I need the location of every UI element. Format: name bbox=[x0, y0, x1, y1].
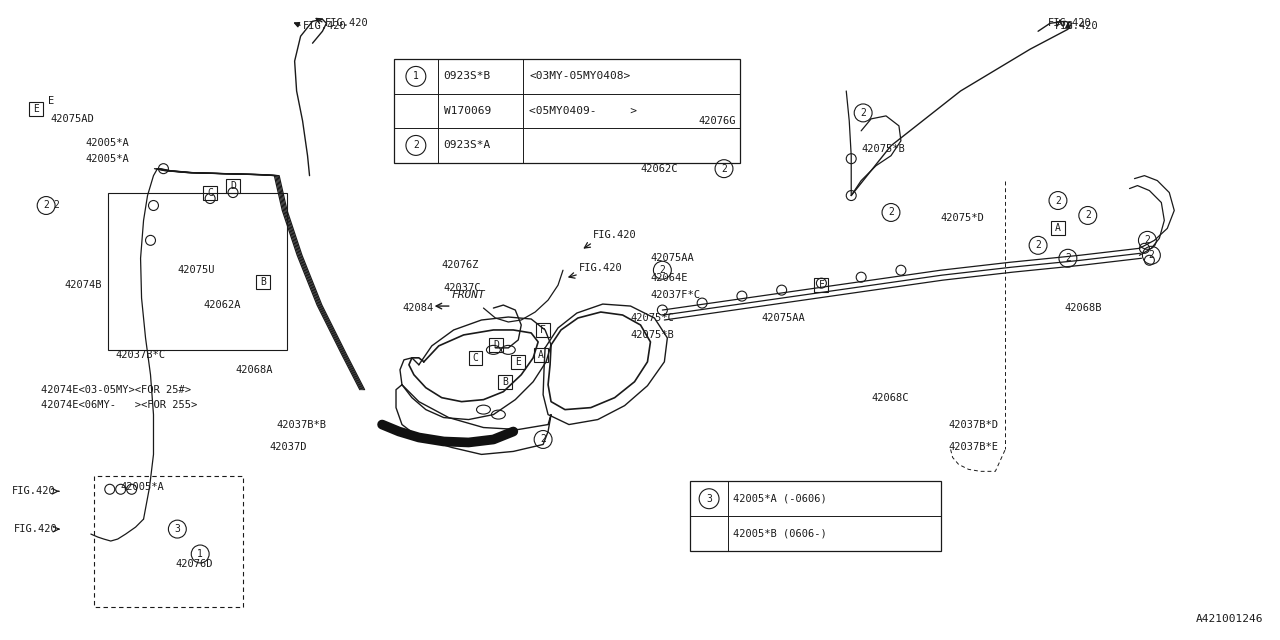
Text: 42075AA: 42075AA bbox=[762, 313, 805, 323]
Text: 1: 1 bbox=[197, 549, 204, 559]
Bar bbox=[536, 323, 550, 337]
Text: C: C bbox=[207, 188, 212, 198]
Text: D: D bbox=[230, 180, 236, 191]
Text: 2: 2 bbox=[1065, 253, 1071, 263]
Text: 2: 2 bbox=[1036, 241, 1041, 250]
Text: 42062A: 42062A bbox=[204, 300, 241, 310]
Text: 42037F*C: 42037F*C bbox=[650, 290, 700, 300]
Text: 42076D: 42076D bbox=[175, 559, 212, 569]
Text: A: A bbox=[538, 350, 544, 360]
Text: 2: 2 bbox=[860, 108, 867, 118]
Bar bbox=[511, 355, 525, 369]
Text: B: B bbox=[503, 377, 508, 387]
Bar bbox=[489, 338, 503, 352]
Text: 42075AD: 42075AD bbox=[50, 114, 93, 124]
Text: 42005*B (0606-): 42005*B (0606-) bbox=[733, 529, 827, 539]
Text: 42037C: 42037C bbox=[444, 283, 481, 293]
Text: 42037B*B: 42037B*B bbox=[276, 420, 326, 429]
Text: 42075*B: 42075*B bbox=[631, 330, 675, 340]
Text: FIG.420: FIG.420 bbox=[1055, 21, 1098, 31]
Text: 42076G: 42076G bbox=[698, 116, 736, 126]
Text: E: E bbox=[516, 357, 521, 367]
Text: FIG.420: FIG.420 bbox=[302, 21, 347, 31]
Text: 42074E<03-05MY><FOR 25#>: 42074E<03-05MY><FOR 25#> bbox=[41, 385, 191, 395]
Text: E: E bbox=[33, 104, 40, 114]
Text: 42068B: 42068B bbox=[1065, 303, 1102, 313]
Text: W170069: W170069 bbox=[444, 106, 492, 116]
Bar bbox=[394, 59, 740, 163]
Text: D: D bbox=[494, 340, 499, 350]
Text: F: F bbox=[818, 280, 824, 290]
Text: 42037B*D: 42037B*D bbox=[948, 420, 998, 429]
Text: 42068C: 42068C bbox=[872, 393, 909, 403]
Text: FIG.420: FIG.420 bbox=[14, 524, 58, 534]
Text: 42005*A: 42005*A bbox=[86, 138, 129, 148]
Text: <03MY-05MY0408>: <03MY-05MY0408> bbox=[529, 72, 631, 81]
Text: A421001246: A421001246 bbox=[1197, 614, 1263, 623]
Text: 42068A: 42068A bbox=[236, 365, 273, 375]
Text: 42074B: 42074B bbox=[64, 280, 101, 290]
Text: B: B bbox=[260, 277, 266, 287]
Text: 3: 3 bbox=[174, 524, 180, 534]
Text: 42075U: 42075U bbox=[178, 265, 215, 275]
Text: 2: 2 bbox=[1144, 236, 1151, 245]
Bar bbox=[468, 351, 483, 365]
Text: 2: 2 bbox=[540, 435, 547, 444]
Text: 2: 2 bbox=[721, 164, 727, 173]
Bar bbox=[814, 278, 828, 292]
Text: 0923S*B: 0923S*B bbox=[444, 72, 492, 81]
Text: 2: 2 bbox=[44, 200, 49, 211]
Text: FIG.420: FIG.420 bbox=[13, 486, 56, 496]
Text: 2: 2 bbox=[1148, 250, 1155, 260]
Bar bbox=[29, 102, 44, 116]
Text: 2: 2 bbox=[888, 207, 893, 218]
Bar bbox=[498, 375, 512, 388]
Text: E: E bbox=[49, 96, 54, 106]
Text: 2: 2 bbox=[54, 200, 59, 211]
Text: 1: 1 bbox=[413, 72, 419, 81]
Bar bbox=[256, 275, 270, 289]
Text: 42074E<06MY-   ><FOR 255>: 42074E<06MY- ><FOR 255> bbox=[41, 399, 197, 410]
Text: 42037B*C: 42037B*C bbox=[115, 350, 165, 360]
Text: 2: 2 bbox=[659, 265, 666, 275]
Text: FIG.420: FIG.420 bbox=[593, 230, 636, 241]
Bar bbox=[227, 179, 239, 193]
Bar bbox=[108, 193, 287, 350]
Text: 42064E: 42064E bbox=[650, 273, 687, 283]
Text: 2: 2 bbox=[1055, 196, 1061, 205]
Text: 42037D: 42037D bbox=[270, 442, 307, 452]
Text: 42075AA: 42075AA bbox=[650, 253, 694, 263]
Text: 42075*B: 42075*B bbox=[861, 144, 905, 154]
Text: FIG.420: FIG.420 bbox=[1048, 19, 1092, 28]
Text: C: C bbox=[472, 353, 479, 363]
Text: 42037B*E: 42037B*E bbox=[948, 442, 998, 452]
Text: 42005*A (-0606): 42005*A (-0606) bbox=[733, 493, 827, 504]
Text: 3: 3 bbox=[707, 493, 712, 504]
Text: FIG.420: FIG.420 bbox=[579, 263, 622, 273]
Text: 42005*A: 42005*A bbox=[86, 154, 129, 164]
Text: 42075*D: 42075*D bbox=[941, 214, 984, 223]
Bar bbox=[204, 186, 218, 200]
Text: 42062C: 42062C bbox=[640, 164, 678, 173]
Text: FRONT: FRONT bbox=[452, 290, 485, 300]
Text: 42076Z: 42076Z bbox=[442, 260, 479, 270]
Text: 42075*C: 42075*C bbox=[631, 313, 675, 323]
Bar bbox=[534, 348, 548, 362]
Text: FIG.420: FIG.420 bbox=[324, 19, 369, 28]
Text: 42005*A: 42005*A bbox=[120, 483, 164, 492]
Bar bbox=[1051, 221, 1065, 236]
Text: 2: 2 bbox=[413, 140, 419, 150]
Bar bbox=[690, 481, 941, 551]
Text: 0923S*A: 0923S*A bbox=[444, 140, 492, 150]
Text: 2: 2 bbox=[1085, 211, 1091, 220]
Text: <05MY0409-     >: <05MY0409- > bbox=[529, 106, 637, 116]
Text: A: A bbox=[1055, 223, 1061, 234]
Text: F: F bbox=[540, 325, 547, 335]
Text: 42084: 42084 bbox=[402, 303, 433, 313]
